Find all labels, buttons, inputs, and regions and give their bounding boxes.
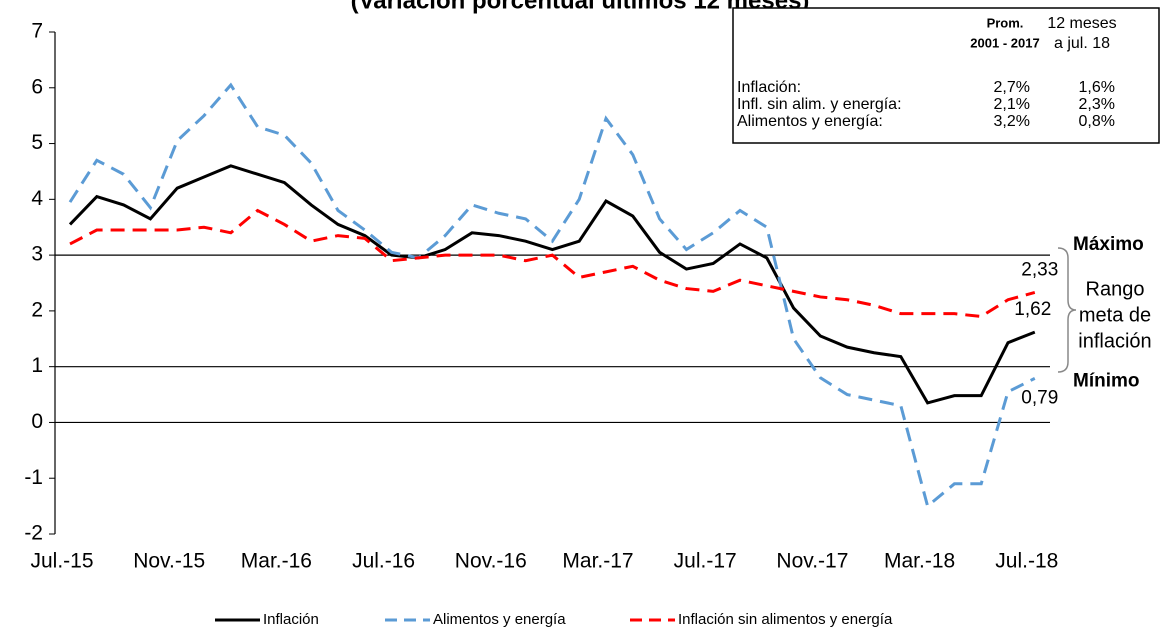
legend-label: Inflación	[263, 611, 319, 628]
reference-label: Máximo	[1073, 234, 1144, 255]
x-tick-label: Jul.-15	[30, 550, 93, 573]
series-line	[69, 208, 1036, 319]
x-tick-label: Jul.-16	[352, 550, 415, 573]
legend-label: Inflación sin alimentos y energía	[678, 611, 893, 628]
table-header: a jul. 18	[1054, 35, 1110, 52]
series-line	[68, 82, 1036, 509]
table-cell: Infl. sin alim. y energía:	[737, 96, 902, 113]
x-tick-label: Jul.-18	[995, 550, 1058, 573]
legend-label: Alimentos y energía	[433, 611, 566, 628]
y-tick-label: -1	[24, 466, 43, 489]
table-cell: 1,6%	[1079, 79, 1115, 96]
y-tick-label: 6	[31, 75, 43, 98]
table-cell: 2,3%	[1079, 96, 1115, 113]
range-label: meta de	[1079, 304, 1151, 326]
table-cell: 3,2%	[994, 113, 1030, 130]
range-label: Rango	[1086, 278, 1145, 300]
table-header: Prom.	[987, 15, 1024, 30]
table-cell: Alimentos y energía:	[737, 113, 883, 130]
table-cell: 0,8%	[1079, 113, 1115, 130]
x-tick-label: Nov.-16	[455, 550, 527, 573]
table-cell: Inflación:	[737, 79, 801, 96]
x-tick-label: Jul.-17	[674, 550, 737, 573]
value-label: 2,33	[1021, 259, 1058, 280]
y-tick-label: 2	[31, 298, 43, 321]
table-cell: 2,7%	[994, 79, 1030, 96]
range-brace	[1057, 247, 1077, 373]
value-label: 0,79	[1021, 387, 1058, 408]
table-header: 2001 - 2017	[970, 35, 1039, 50]
reference-label: Mínimo	[1073, 371, 1140, 392]
x-tick-label: Nov.-15	[133, 550, 205, 573]
y-tick-label: 0	[31, 410, 43, 433]
x-tick-label: Mar.-18	[884, 550, 955, 573]
x-tick-label: Mar.-16	[241, 550, 312, 573]
y-tick-label: 4	[31, 187, 43, 210]
table-cell: 2,1%	[994, 96, 1030, 113]
value-label: 1,62	[1014, 299, 1051, 320]
x-tick-label: Mar.-17	[562, 550, 633, 573]
y-tick-label: 3	[31, 243, 43, 266]
x-tick-label: Nov.-17	[776, 550, 848, 573]
summary-box	[732, 7, 1160, 144]
range-label: inflación	[1078, 330, 1151, 352]
y-tick-label: -2	[24, 522, 43, 545]
chart-title: (Variación porcentual últimos 12 meses)	[351, 0, 810, 14]
y-tick-label: 7	[31, 20, 43, 43]
y-tick-label: 1	[31, 354, 43, 377]
series-line	[68, 164, 1036, 405]
table-header: 12 meses	[1047, 15, 1116, 32]
y-tick-label: 5	[31, 131, 43, 154]
